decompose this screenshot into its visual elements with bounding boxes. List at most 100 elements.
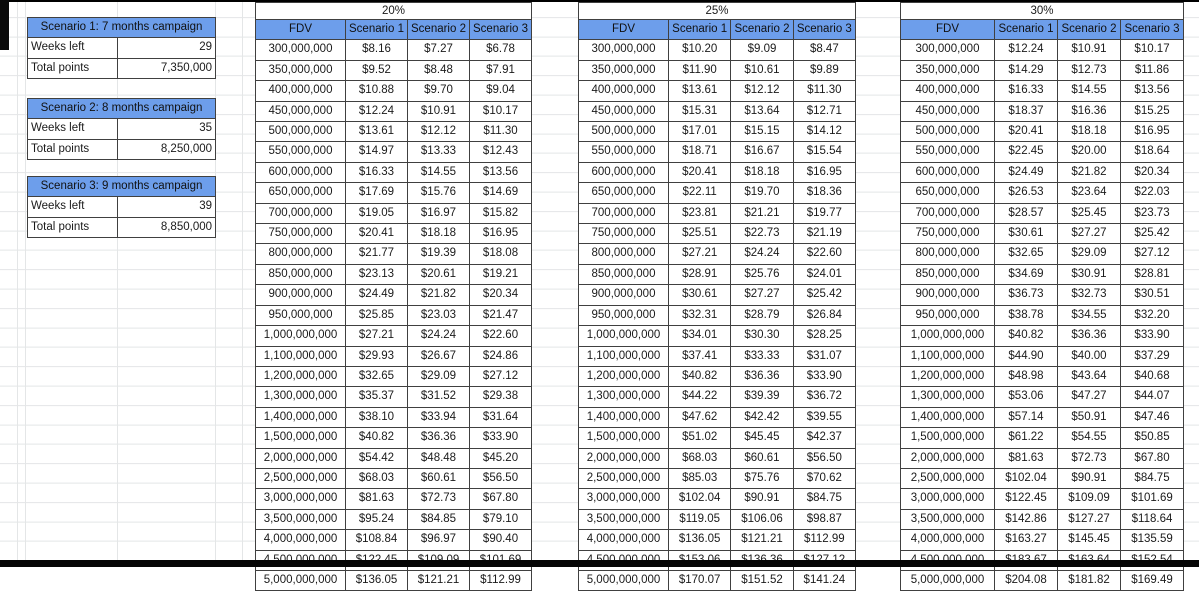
price-cell-scenario-2[interactable]: $40.00 xyxy=(1057,345,1121,367)
price-cell-scenario-3[interactable]: $39.55 xyxy=(792,406,857,429)
price-cell-scenario-1[interactable]: $47.62 xyxy=(667,406,732,429)
fdv-cell[interactable]: 5,000,000,000 xyxy=(900,569,995,591)
fdv-cell[interactable]: 950,000,000 xyxy=(578,304,669,327)
price-cell-scenario-1[interactable]: $9.52 xyxy=(345,59,408,82)
price-cell-scenario-1[interactable]: $54.42 xyxy=(345,447,408,469)
fdv-cell[interactable]: 2,000,000,000 xyxy=(900,447,995,469)
fdv-cell[interactable]: 3,000,000,000 xyxy=(255,488,346,510)
price-cell-scenario-2[interactable]: $15.15 xyxy=(730,121,794,143)
price-cell-scenario-2[interactable]: $22.73 xyxy=(730,223,794,245)
price-cell-scenario-3[interactable]: $30.51 xyxy=(1119,284,1185,306)
fdv-cell[interactable]: 4,000,000,000 xyxy=(255,529,346,551)
price-cell-scenario-3[interactable]: $37.29 xyxy=(1119,345,1185,367)
price-cell-scenario-1[interactable]: $23.13 xyxy=(345,263,408,286)
fdv-cell[interactable]: 550,000,000 xyxy=(578,141,669,163)
price-cell-scenario-3[interactable]: $11.30 xyxy=(792,80,857,102)
fdv-cell[interactable]: 450,000,000 xyxy=(255,100,346,123)
fdv-cell[interactable]: 950,000,000 xyxy=(900,304,995,327)
fdv-cell[interactable]: 750,000,000 xyxy=(255,223,346,245)
price-cell-scenario-3[interactable]: $67.80 xyxy=(468,488,533,510)
price-cell-scenario-1[interactable]: $102.04 xyxy=(667,488,732,510)
price-cell-scenario-1[interactable]: $16.33 xyxy=(345,161,408,184)
price-cell-scenario-1[interactable]: $17.01 xyxy=(667,121,732,143)
price-cell-scenario-3[interactable]: $135.59 xyxy=(1119,529,1185,551)
price-cell-scenario-3[interactable]: $27.12 xyxy=(468,365,533,388)
price-cell-scenario-1[interactable]: $40.82 xyxy=(994,325,1058,347)
price-cell-scenario-3[interactable]: $84.75 xyxy=(792,488,857,510)
price-cell-scenario-1[interactable]: $35.37 xyxy=(345,386,408,408)
price-cell-scenario-3[interactable]: $9.04 xyxy=(468,80,533,102)
price-cell-scenario-1[interactable]: $38.78 xyxy=(994,304,1058,327)
fdv-cell[interactable]: 5,000,000,000 xyxy=(255,569,346,591)
price-cell-scenario-2[interactable]: $10.61 xyxy=(730,59,794,82)
price-cell-scenario-2[interactable]: $33.33 xyxy=(730,345,794,367)
fdv-cell[interactable]: 1,100,000,000 xyxy=(255,345,346,367)
price-cell-scenario-1[interactable]: $53.06 xyxy=(994,386,1058,408)
fdv-cell[interactable]: 1,200,000,000 xyxy=(255,365,346,388)
price-cell-scenario-3[interactable]: $24.86 xyxy=(468,345,533,367)
price-cell-scenario-2[interactable]: $60.61 xyxy=(407,467,470,490)
col-header-scenario-3[interactable]: Scenario 3 xyxy=(792,18,857,41)
price-cell-scenario-1[interactable]: $170.07 xyxy=(667,569,732,591)
price-cell-scenario-3[interactable]: $6.78 xyxy=(468,39,533,61)
fdv-cell[interactable]: 400,000,000 xyxy=(900,80,995,102)
fdv-cell[interactable]: 500,000,000 xyxy=(900,121,995,143)
price-cell-scenario-3[interactable]: $56.50 xyxy=(792,447,857,469)
price-cell-scenario-2[interactable]: $16.97 xyxy=(407,202,470,225)
price-cell-scenario-1[interactable]: $32.65 xyxy=(994,243,1058,265)
price-cell-scenario-3[interactable]: $11.30 xyxy=(468,121,533,143)
price-cell-scenario-1[interactable]: $10.88 xyxy=(345,80,408,102)
fdv-cell[interactable]: 4,000,000,000 xyxy=(900,529,995,551)
fdv-cell[interactable]: 1,500,000,000 xyxy=(578,427,669,449)
price-cell-scenario-1[interactable]: $23.81 xyxy=(667,202,732,225)
price-cell-scenario-3[interactable]: $19.77 xyxy=(792,202,857,225)
price-cell-scenario-1[interactable]: $40.82 xyxy=(345,427,408,449)
fdv-cell[interactable]: 1,200,000,000 xyxy=(578,365,669,388)
price-cell-scenario-3[interactable]: $118.64 xyxy=(1119,508,1185,531)
price-cell-scenario-2[interactable]: $75.76 xyxy=(730,467,794,490)
price-cell-scenario-1[interactable]: $38.10 xyxy=(345,406,408,429)
price-cell-scenario-2[interactable]: $47.27 xyxy=(1057,386,1121,408)
price-cell-scenario-1[interactable]: $15.31 xyxy=(667,100,732,123)
price-cell-scenario-3[interactable]: $67.80 xyxy=(1119,447,1185,469)
weeks-left-label[interactable]: Weeks left xyxy=(27,37,118,59)
price-cell-scenario-1[interactable]: $13.61 xyxy=(667,80,732,102)
fdv-cell[interactable]: 1,000,000,000 xyxy=(578,325,669,347)
price-cell-scenario-3[interactable]: $21.47 xyxy=(468,304,533,327)
price-cell-scenario-3[interactable]: $141.24 xyxy=(792,569,857,591)
price-cell-scenario-2[interactable]: $23.03 xyxy=(407,304,470,327)
price-cell-scenario-2[interactable]: $27.27 xyxy=(1057,223,1121,245)
price-cell-scenario-2[interactable]: $18.18 xyxy=(730,161,794,184)
fdv-cell[interactable]: 400,000,000 xyxy=(255,80,346,102)
weeks-left-label[interactable]: Weeks left xyxy=(27,118,118,140)
fdv-cell[interactable]: 450,000,000 xyxy=(578,100,669,123)
fdv-cell[interactable]: 650,000,000 xyxy=(900,182,995,204)
price-cell-scenario-3[interactable]: $8.47 xyxy=(792,39,857,61)
fdv-cell[interactable]: 550,000,000 xyxy=(255,141,346,163)
price-cell-scenario-2[interactable]: $9.09 xyxy=(730,39,794,61)
price-cell-scenario-1[interactable]: $30.61 xyxy=(994,223,1058,245)
price-cell-scenario-1[interactable]: $21.77 xyxy=(345,243,408,265)
total-points-label[interactable]: Total points xyxy=(27,138,118,161)
price-cell-scenario-3[interactable]: $13.56 xyxy=(1119,80,1185,102)
fdv-cell[interactable]: 900,000,000 xyxy=(900,284,995,306)
price-cell-scenario-1[interactable]: $142.86 xyxy=(994,508,1058,531)
price-cell-scenario-3[interactable]: $25.42 xyxy=(792,284,857,306)
price-cell-scenario-3[interactable]: $16.95 xyxy=(1119,121,1185,143)
price-cell-scenario-1[interactable]: $48.98 xyxy=(994,365,1058,388)
price-cell-scenario-2[interactable]: $109.09 xyxy=(1057,488,1121,510)
price-cell-scenario-1[interactable]: $29.93 xyxy=(345,345,408,367)
price-cell-scenario-2[interactable]: $25.76 xyxy=(730,263,794,286)
fdv-cell[interactable]: 300,000,000 xyxy=(900,39,995,61)
price-cell-scenario-1[interactable]: $8.16 xyxy=(345,39,408,61)
price-cell-scenario-3[interactable]: $33.90 xyxy=(1119,325,1185,347)
price-cell-scenario-1[interactable]: $20.41 xyxy=(345,223,408,245)
price-cell-scenario-2[interactable]: $121.21 xyxy=(730,529,794,551)
fdv-cell[interactable]: 3,000,000,000 xyxy=(578,488,669,510)
price-cell-scenario-2[interactable]: $84.85 xyxy=(407,508,470,531)
price-cell-scenario-3[interactable]: $14.69 xyxy=(468,182,533,204)
price-cell-scenario-3[interactable]: $12.43 xyxy=(468,141,533,163)
price-cell-scenario-2[interactable]: $16.67 xyxy=(730,141,794,163)
price-cell-scenario-1[interactable]: $136.05 xyxy=(667,529,732,551)
price-cell-scenario-1[interactable]: $17.69 xyxy=(345,182,408,204)
